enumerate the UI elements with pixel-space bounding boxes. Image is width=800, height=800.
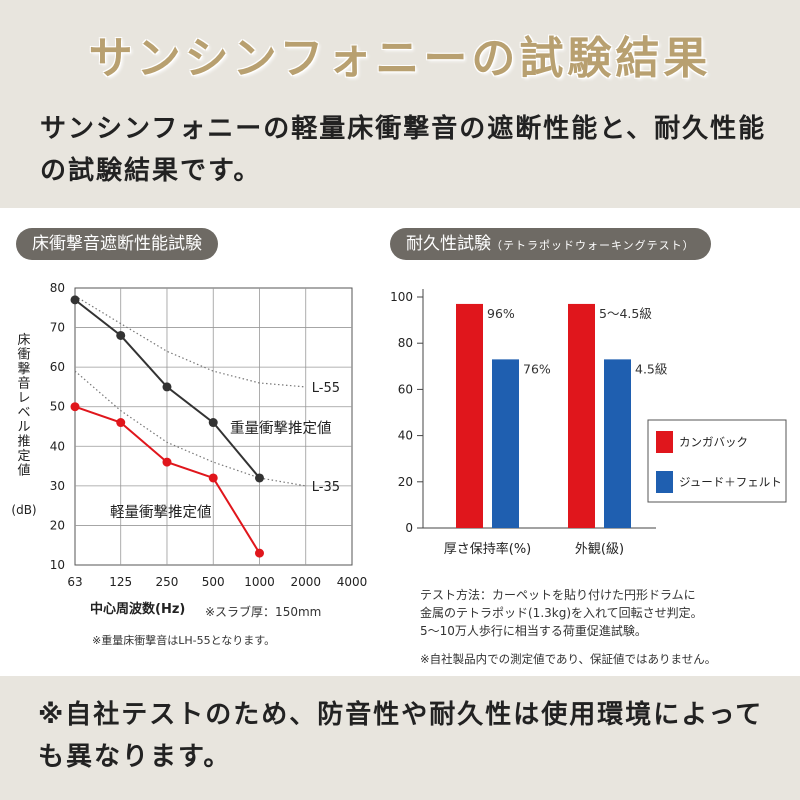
bottom-note: ※自社テストのため、防音性や耐久性は使用環境によっても異なります。 [38,700,764,772]
x-tick-label: 500 [202,575,225,589]
bar-0-0 [456,303,483,528]
y-tick-label: 50 [50,400,65,414]
left-panel-heading: 床衝撃音遮断性能試験 [16,228,218,260]
series-point [116,418,126,428]
right-panel-heading: 耐久性試験（テトラポッドウォーキングテスト） [390,228,711,260]
test-method-line-3: 5〜10万人歩行に相当する荷重促進試験。 [420,624,647,638]
test-method-line-1: テスト方法：カーペットを貼り付けた円形ドラムに [420,588,696,602]
category-label: 厚さ保持率(%) [444,541,532,557]
y-tick-label: 40 [50,439,65,453]
legend-swatch-0 [656,431,673,453]
bar-1-1 [604,359,631,528]
right-heading-sub: （テトラポッドウォーキングテスト） [491,239,695,252]
y-tick-label: 100 [390,290,413,304]
y-tick-label: 10 [50,558,65,572]
series-point [162,382,172,392]
x-tick-label: 125 [109,575,132,589]
series-point [70,295,80,305]
category-label: 外観(級) [575,542,624,557]
x-tick-label: 1000 [244,575,275,589]
legend-label-0: カンガバック [679,435,748,449]
x-tick-label: 2000 [290,575,321,589]
bar-value-label: 76% [523,361,551,376]
durability-chart: 0 20 40 60 80 100 96% 76% 厚さ保持率(%) 5〜4.5級 4.5級外観(級… [390,289,787,557]
series-point [208,473,218,483]
y-axis-unit: (dB) [11,503,36,517]
series-point [254,548,264,558]
series-point [116,330,126,340]
y-tick-label: 70 [50,321,65,335]
y-tick-label: 60 [398,382,413,396]
x-tick-label: 63 [67,575,82,589]
y-tick-label: 20 [398,475,413,489]
legend-swatch-1 [656,471,673,493]
page-title: サンシンフォニーの試験結果 [88,33,712,84]
reference-label-l-55: L-55 [312,381,340,396]
series-point [254,473,264,483]
bar-1-0 [568,303,595,528]
y-tick-label: 40 [398,429,413,443]
bar-0-1 [492,359,519,528]
legend-label-1: ジュード＋フェルト [679,475,782,489]
reference-label-l-35: L-35 [312,480,340,495]
right-heading-main: 耐久性試験 [406,234,491,254]
intro-text: サンシンフォニーの軽量床衝撃音の遮断性能と、耐久性能の試験結果です。 [40,114,767,186]
y-axis-label: 床衝撃音レベル推定値 [17,333,30,479]
heavy-impact-footnote: ※重量床衝撃音はLH-55となります。 [92,634,276,647]
x-tick-label: 250 [156,575,179,589]
y-tick-label: 80 [398,336,413,350]
test-method-line-2: 金属のテトラポッド(1.3kg)を入れて回転させ判定。 [420,606,703,620]
y-tick-label: 60 [50,360,65,374]
y-tick-label: 80 [50,281,65,295]
series-point [162,457,172,467]
sound-insulation-chart: 63 125 250 500 1000 2000 4000 10 20 30 40 50 60 70 80 中… [11,281,367,617]
series-point [70,402,80,412]
reference-curve-l-55 [74,295,306,388]
series-label-heavy: 重量衝撃推定値 [230,420,332,437]
x-tick-label: 4000 [337,575,368,589]
x-axis-label: 中心周波数(Hz) [90,601,185,617]
y-tick-label: 0 [405,521,413,535]
disclaimer: ※自社製品内での測定値であり、保証値ではありません。 [420,652,717,666]
bar-value-label: 96% [487,306,515,321]
series-point [208,418,218,428]
y-tick-label: 20 [50,518,65,532]
bar-value-label: 5〜4.5級 [599,306,652,321]
slab-note: ※スラブ厚：150mm [205,605,322,619]
series-label-light: 軽量衝撃推定値 [110,504,212,521]
bar-value-label: 4.5級 [635,361,668,376]
y-tick-label: 30 [50,479,65,493]
